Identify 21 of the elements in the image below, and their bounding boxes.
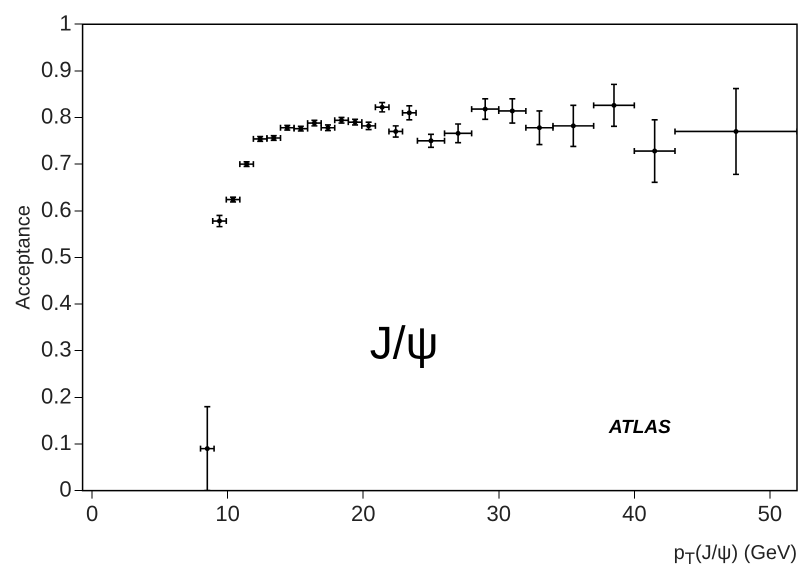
- y-tick-label: 0.7: [40, 150, 72, 176]
- y-tick-label: 0: [59, 476, 72, 502]
- y-tick-label: 0.8: [40, 104, 72, 129]
- annotation: ATLAS: [608, 416, 672, 438]
- annotation: J/ψ: [370, 316, 438, 369]
- y-tick-label: 0.1: [40, 430, 72, 456]
- y-tick-label: 0.6: [40, 196, 72, 222]
- x-tick-label: 10: [215, 500, 240, 526]
- y-axis-title: Acceptance: [12, 205, 35, 310]
- x-tick-label: 0: [86, 500, 98, 526]
- y-tick-label: 0.9: [40, 56, 72, 82]
- x-axis-title: p$_{T}$(J/ψ) (GeV): [674, 542, 797, 569]
- x-tick-label: 30: [486, 500, 512, 526]
- x-tick-label: 40: [622, 500, 647, 526]
- y-tick-label: 1: [59, 10, 72, 36]
- x-tick-label: 20: [350, 500, 376, 526]
- x-tick-label: 50: [758, 500, 782, 526]
- y-tick-label: 0.2: [40, 383, 72, 408]
- y-tick-label: 0.4: [40, 290, 72, 316]
- y-tick-label: 0.3: [40, 336, 72, 362]
- y-tick-label: 0.5: [40, 243, 72, 268]
